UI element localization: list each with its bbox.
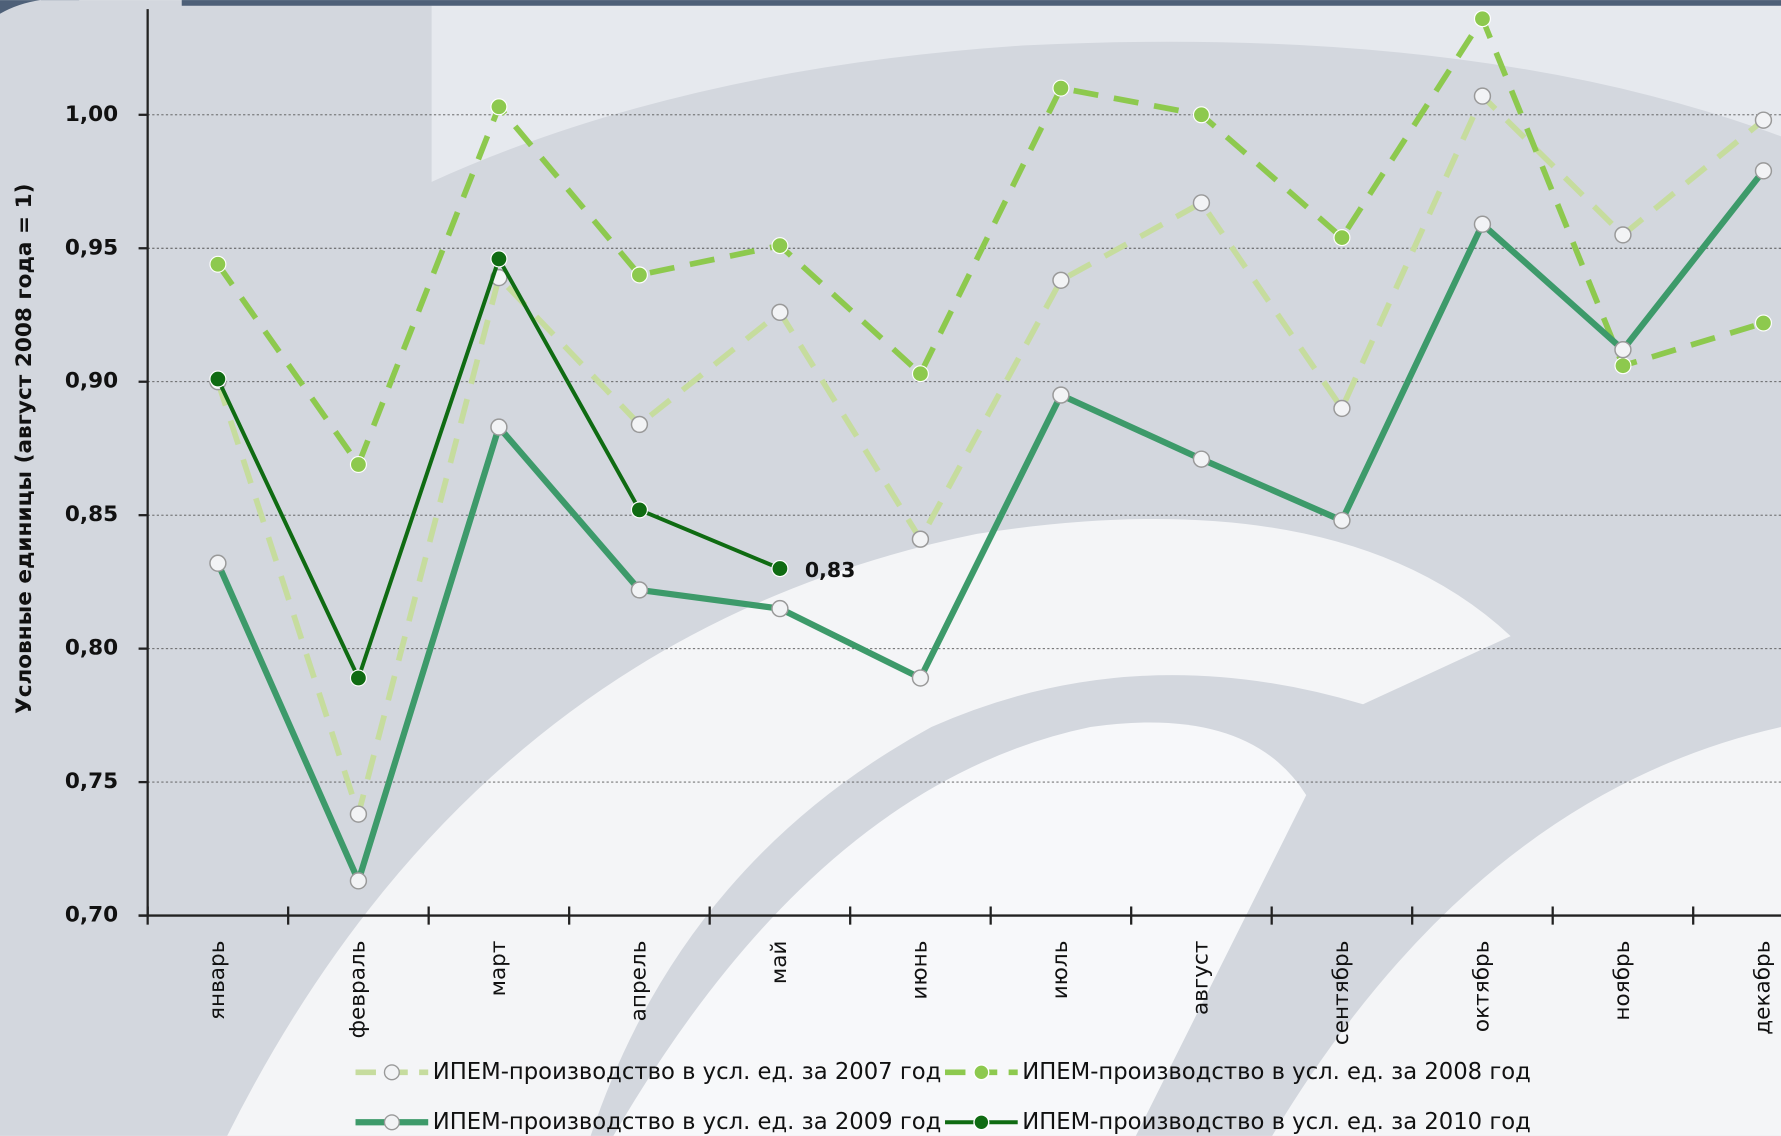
data-point — [1614, 357, 1632, 375]
data-point — [209, 255, 227, 273]
data-point — [1614, 341, 1632, 359]
data-point — [911, 530, 930, 548]
y-tick-label: 0,80 — [65, 636, 118, 661]
x-tick-label: сентябрь — [1329, 941, 1354, 1046]
y-tick-label: 1,00 — [65, 102, 118, 127]
x-tick-label: октябрь — [1469, 941, 1494, 1033]
data-point — [490, 98, 508, 116]
data-point — [630, 501, 648, 519]
data-point — [911, 669, 930, 687]
x-tick-label: август — [1188, 941, 1213, 1015]
data-point — [209, 370, 227, 388]
data-point — [1754, 162, 1773, 180]
series-line — [215, 93, 1766, 817]
data-point — [771, 237, 789, 255]
legend-marker — [383, 1064, 400, 1081]
data-point — [911, 365, 929, 383]
watermark — [613, 722, 1307, 1136]
x-tick-label: декабрь — [1750, 941, 1775, 1035]
data-point — [1333, 511, 1351, 530]
header-logo — [0, 0, 80, 14]
x-tick-label: март — [486, 941, 511, 997]
data-point — [1192, 450, 1211, 468]
data-point — [1754, 111, 1773, 129]
x-tick-label: ноябрь — [1610, 941, 1635, 1021]
x-tick-label: апрель — [626, 941, 651, 1022]
data-point — [490, 418, 508, 436]
y-tick-label: 0,90 — [65, 369, 118, 394]
x-tick-label: июнь — [907, 941, 932, 1000]
watermark — [227, 518, 1511, 1136]
data-point — [349, 455, 367, 473]
legend-label: ИПЕМ-производство в усл. ед. за 2010 год — [1022, 1109, 1531, 1135]
x-tick-label: май — [767, 941, 792, 985]
data-point — [1192, 106, 1210, 124]
data-label: 0,83 — [805, 558, 855, 582]
watermark — [1272, 727, 1781, 1136]
legend-marker — [383, 1114, 400, 1131]
y-tick-label: 0,70 — [65, 903, 118, 928]
data-point — [1473, 87, 1492, 105]
data-point — [630, 415, 649, 434]
data-point — [1614, 226, 1632, 244]
data-point — [630, 266, 648, 284]
data-point — [771, 303, 789, 322]
data-point — [1473, 215, 1492, 233]
data-point — [349, 669, 367, 687]
data-point — [349, 805, 368, 823]
y-tick-label: 0,85 — [65, 502, 118, 527]
legend-marker — [973, 1064, 990, 1081]
x-tick-label: февраль — [345, 941, 370, 1039]
legend-marker — [973, 1114, 990, 1131]
data-point — [1473, 10, 1491, 28]
y-tick-label: 0,75 — [65, 769, 118, 794]
data-point — [490, 250, 508, 268]
data-point — [1754, 314, 1772, 332]
y-axis-label: Условные единицы (август 2008 года = 1) — [12, 184, 37, 714]
data-point — [1052, 79, 1070, 97]
data-point — [1052, 271, 1070, 289]
data-point — [1333, 229, 1351, 247]
legend-label: ИПЕМ-производство в усл. ед. за 2008 год — [1022, 1059, 1531, 1085]
x-tick-label: январь — [205, 941, 230, 1020]
series-line — [215, 168, 1766, 884]
data-point — [771, 560, 789, 578]
data-point — [1052, 386, 1070, 404]
data-point — [1333, 399, 1351, 418]
data-point — [209, 554, 227, 572]
y-tick-label: 0,95 — [65, 235, 118, 260]
watermark — [431, 0, 1781, 182]
legend-label: ИПЕМ-производство в усл. ед. за 2009 год — [433, 1109, 942, 1135]
x-tick-label: июль — [1048, 941, 1073, 1000]
legend-label: ИПЕМ-производство в усл. ед. за 2007 год — [433, 1059, 942, 1085]
header-bar — [181, 0, 1781, 6]
data-point — [630, 581, 649, 599]
data-point — [771, 599, 789, 618]
data-point — [349, 872, 368, 890]
data-point — [1192, 194, 1211, 212]
